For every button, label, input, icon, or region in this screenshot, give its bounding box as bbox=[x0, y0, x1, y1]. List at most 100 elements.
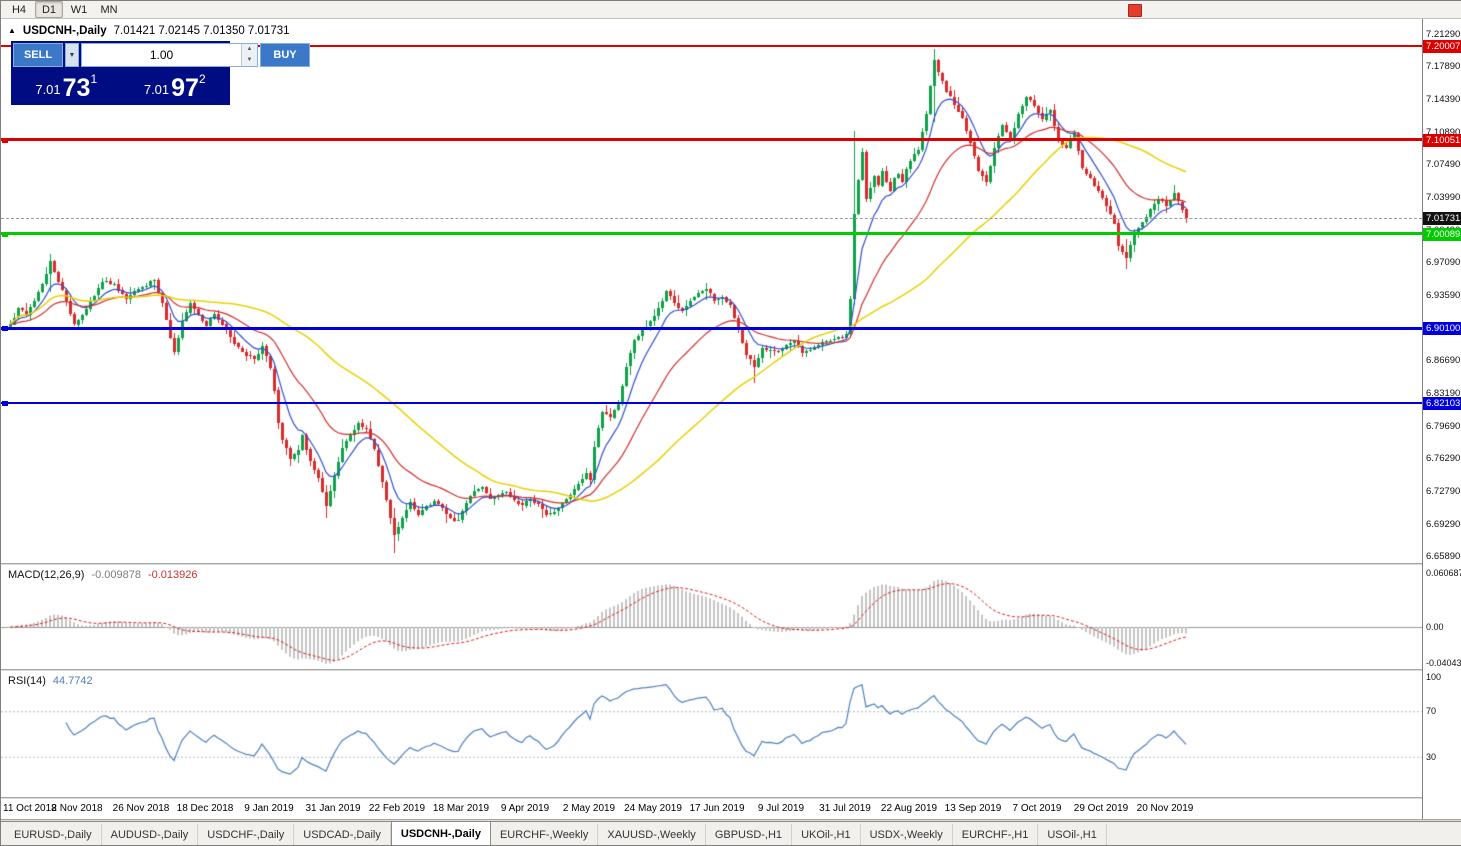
timeframe-button-h4[interactable]: H4 bbox=[11, 3, 27, 16]
panel-divider[interactable] bbox=[1, 563, 1461, 565]
price-tick: 6.72790 bbox=[1426, 486, 1461, 497]
price-tick: 7.03990 bbox=[1426, 192, 1461, 203]
bid-price: 7.01 73 1 bbox=[13, 69, 120, 103]
rsi-name: RSI(14) bbox=[8, 675, 46, 687]
horizontal-line-7-10051[interactable] bbox=[1, 138, 1422, 141]
price-tick: 6.69290 bbox=[1426, 519, 1461, 530]
price-axis[interactable]: 7.21290 7.17890 7.14390 7.10890 7.07490 7.039… bbox=[1422, 19, 1461, 819]
chart-ohlc-readout: 7.01421 7.02145 7.01350 7.01731 bbox=[113, 25, 290, 37]
chart-tab-gbpusd-h1[interactable]: GBPUSD-,H1 bbox=[706, 824, 793, 845]
current-price-line bbox=[1, 218, 1422, 219]
line-handle-7-10051[interactable] bbox=[2, 138, 8, 143]
line-handle-6-90100[interactable] bbox=[2, 326, 8, 331]
horizontal-line-6-90100[interactable] bbox=[1, 327, 1422, 330]
price-chart-canvas[interactable] bbox=[1, 19, 1422, 563]
date-label: 13 Sep 2019 bbox=[944, 803, 1002, 814]
chart-tab-usdcad-daily[interactable]: USDCAD-,Daily bbox=[294, 824, 391, 845]
horizontal-line-7-00089[interactable] bbox=[1, 232, 1422, 235]
rsi-indicator-label: RSI(14) 44.7742 bbox=[8, 675, 93, 687]
timeframe-button-w1[interactable]: W1 bbox=[70, 3, 88, 16]
horizontal-line-7-20007[interactable] bbox=[1, 45, 1422, 47]
date-label: 18 Dec 2018 bbox=[176, 803, 234, 814]
chart-tab-xauusd-weekly[interactable]: XAUUSD-,Weekly bbox=[598, 824, 706, 845]
time-axis[interactable]: 11 Oct 2018 2 Nov 2018 26 Nov 2018 18 Dec 2… bbox=[1, 799, 1422, 819]
trade-panel-prices: 7.01 73 1 7.01 97 2 bbox=[13, 69, 228, 103]
rsi-axis-label: 100 bbox=[1426, 672, 1442, 682]
price-line-label-6-90100: 6.90100 bbox=[1423, 322, 1461, 335]
panel-divider[interactable] bbox=[1, 797, 1461, 799]
price-tick: 7.14390 bbox=[1426, 94, 1461, 105]
date-label: 18 Mar 2019 bbox=[432, 803, 490, 814]
macd-name: MACD(12,26,9) bbox=[8, 569, 85, 581]
date-label: 17 Jun 2019 bbox=[689, 803, 745, 814]
price-line-label-7-00089: 7.00089 bbox=[1423, 228, 1461, 241]
date-label: 11 Oct 2018 bbox=[3, 803, 57, 814]
timeframe-button-group: H4 D1 W1 MN bbox=[5, 1, 123, 18]
main-chart-panel: ▲ USDCNH-,Daily 7.01421 7.02145 7.01350 … bbox=[1, 19, 1422, 563]
macd-indicator-label: MACD(12,26,9) -0.009878 -0.013926 bbox=[8, 569, 198, 581]
chart-header: ▲ USDCNH-,Daily 7.01421 7.02145 7.01350 … bbox=[8, 25, 290, 37]
chart-tab-usdchf-daily[interactable]: USDCHF-,Daily bbox=[198, 824, 295, 845]
date-label: 31 Jul 2019 bbox=[819, 803, 871, 814]
price-tick: 6.65890 bbox=[1426, 551, 1461, 562]
price-tick: 7.10890 bbox=[1426, 127, 1461, 138]
bid-price-big-digits: 73 bbox=[62, 74, 91, 102]
buy-button[interactable]: BUY bbox=[260, 43, 310, 67]
price-tick: 7.17890 bbox=[1426, 61, 1461, 72]
price-line-label-7-10051: 7.10051 bbox=[1423, 134, 1461, 147]
price-tick: 7.07490 bbox=[1426, 159, 1461, 170]
bid-price-point: 1 bbox=[90, 72, 98, 86]
timeframe-button-mn[interactable]: MN bbox=[100, 3, 118, 16]
horizontal-line-6-82103[interactable] bbox=[1, 402, 1422, 404]
volume-increase-button[interactable]: ▲ bbox=[242, 44, 257, 55]
price-tick: 6.79690 bbox=[1426, 421, 1461, 432]
date-label: 9 Jul 2019 bbox=[757, 803, 805, 814]
price-tick: 6.83190 bbox=[1426, 388, 1461, 399]
macd-main-value: -0.009878 bbox=[91, 569, 141, 581]
date-label: 2 May 2019 bbox=[562, 803, 616, 814]
rsi-axis-label: 70 bbox=[1426, 706, 1437, 716]
chart-tab-audusd-daily[interactable]: AUDUSD-,Daily bbox=[102, 824, 199, 845]
chart-tab-bar: EURUSD-,Daily AUDUSD-,Daily USDCHF-,Daily U… bbox=[1, 821, 1461, 845]
rsi-canvas[interactable] bbox=[1, 671, 1422, 797]
toolbar-red-icon[interactable] bbox=[1128, 4, 1142, 17]
ask-price-big-digits: 97 bbox=[171, 74, 199, 102]
volume-decrease-button[interactable]: ▼ bbox=[242, 55, 257, 66]
collapse-icon[interactable]: ▲ bbox=[8, 26, 16, 35]
rsi-value: 44.7742 bbox=[52, 675, 93, 687]
chart-tab-ukoil-h1[interactable]: UKOil-,H1 bbox=[792, 824, 861, 845]
date-label: 24 May 2019 bbox=[624, 803, 682, 814]
date-label: 2 Nov 2018 bbox=[51, 803, 103, 814]
macd-axis-label: 0.060687 bbox=[1426, 568, 1461, 578]
volume-input[interactable] bbox=[82, 44, 241, 66]
timeframe-button-d1[interactable]: D1 bbox=[35, 1, 63, 18]
current-price-label: 7.01731 bbox=[1423, 212, 1461, 225]
line-handle-6-82103[interactable] bbox=[2, 401, 8, 406]
line-handle-7-00089[interactable] bbox=[2, 232, 8, 237]
price-tick: 6.86690 bbox=[1426, 355, 1461, 366]
macd-canvas[interactable] bbox=[1, 565, 1422, 669]
timeframe-toolbar: H4 D1 W1 MN bbox=[1, 1, 1461, 19]
sell-button[interactable]: SELL bbox=[13, 43, 63, 67]
price-tick: 6.97090 bbox=[1426, 257, 1461, 268]
chart-tab-usdcnh-daily[interactable]: USDCNH-,Daily bbox=[390, 821, 491, 845]
price-line-label-6-82103: 6.82103 bbox=[1423, 397, 1461, 410]
date-label: 7 Oct 2019 bbox=[1012, 803, 1062, 814]
panel-divider[interactable] bbox=[1, 669, 1461, 671]
panel-divider bbox=[1, 819, 1461, 821]
date-label: 20 Nov 2019 bbox=[1136, 803, 1194, 814]
price-tick: 6.93590 bbox=[1426, 290, 1461, 301]
chart-tab-eurchf-h1[interactable]: EURCHF-,H1 bbox=[953, 824, 1039, 845]
chart-tab-eurusd-daily[interactable]: EURUSD-,Daily bbox=[5, 824, 102, 845]
ask-price-point: 2 bbox=[198, 72, 206, 86]
volume-dropdown-button[interactable]: ▼ bbox=[65, 43, 79, 67]
ask-price: 7.01 97 2 bbox=[122, 69, 229, 103]
chart-tab-eurchf-weekly[interactable]: EURCHF-,Weekly bbox=[491, 824, 599, 845]
volume-field: ▲ ▼ bbox=[81, 43, 258, 67]
price-line-label-7-20007: 7.20007 bbox=[1423, 40, 1461, 53]
price-tick: 6.76290 bbox=[1426, 453, 1461, 464]
chart-tab-usdx-weekly[interactable]: USDX-,Weekly bbox=[861, 824, 953, 845]
chart-tab-usoil-h1[interactable]: USOil-,H1 bbox=[1038, 824, 1107, 845]
price-tick: 7.21290 bbox=[1426, 29, 1461, 40]
date-label: 9 Apr 2019 bbox=[500, 803, 550, 814]
